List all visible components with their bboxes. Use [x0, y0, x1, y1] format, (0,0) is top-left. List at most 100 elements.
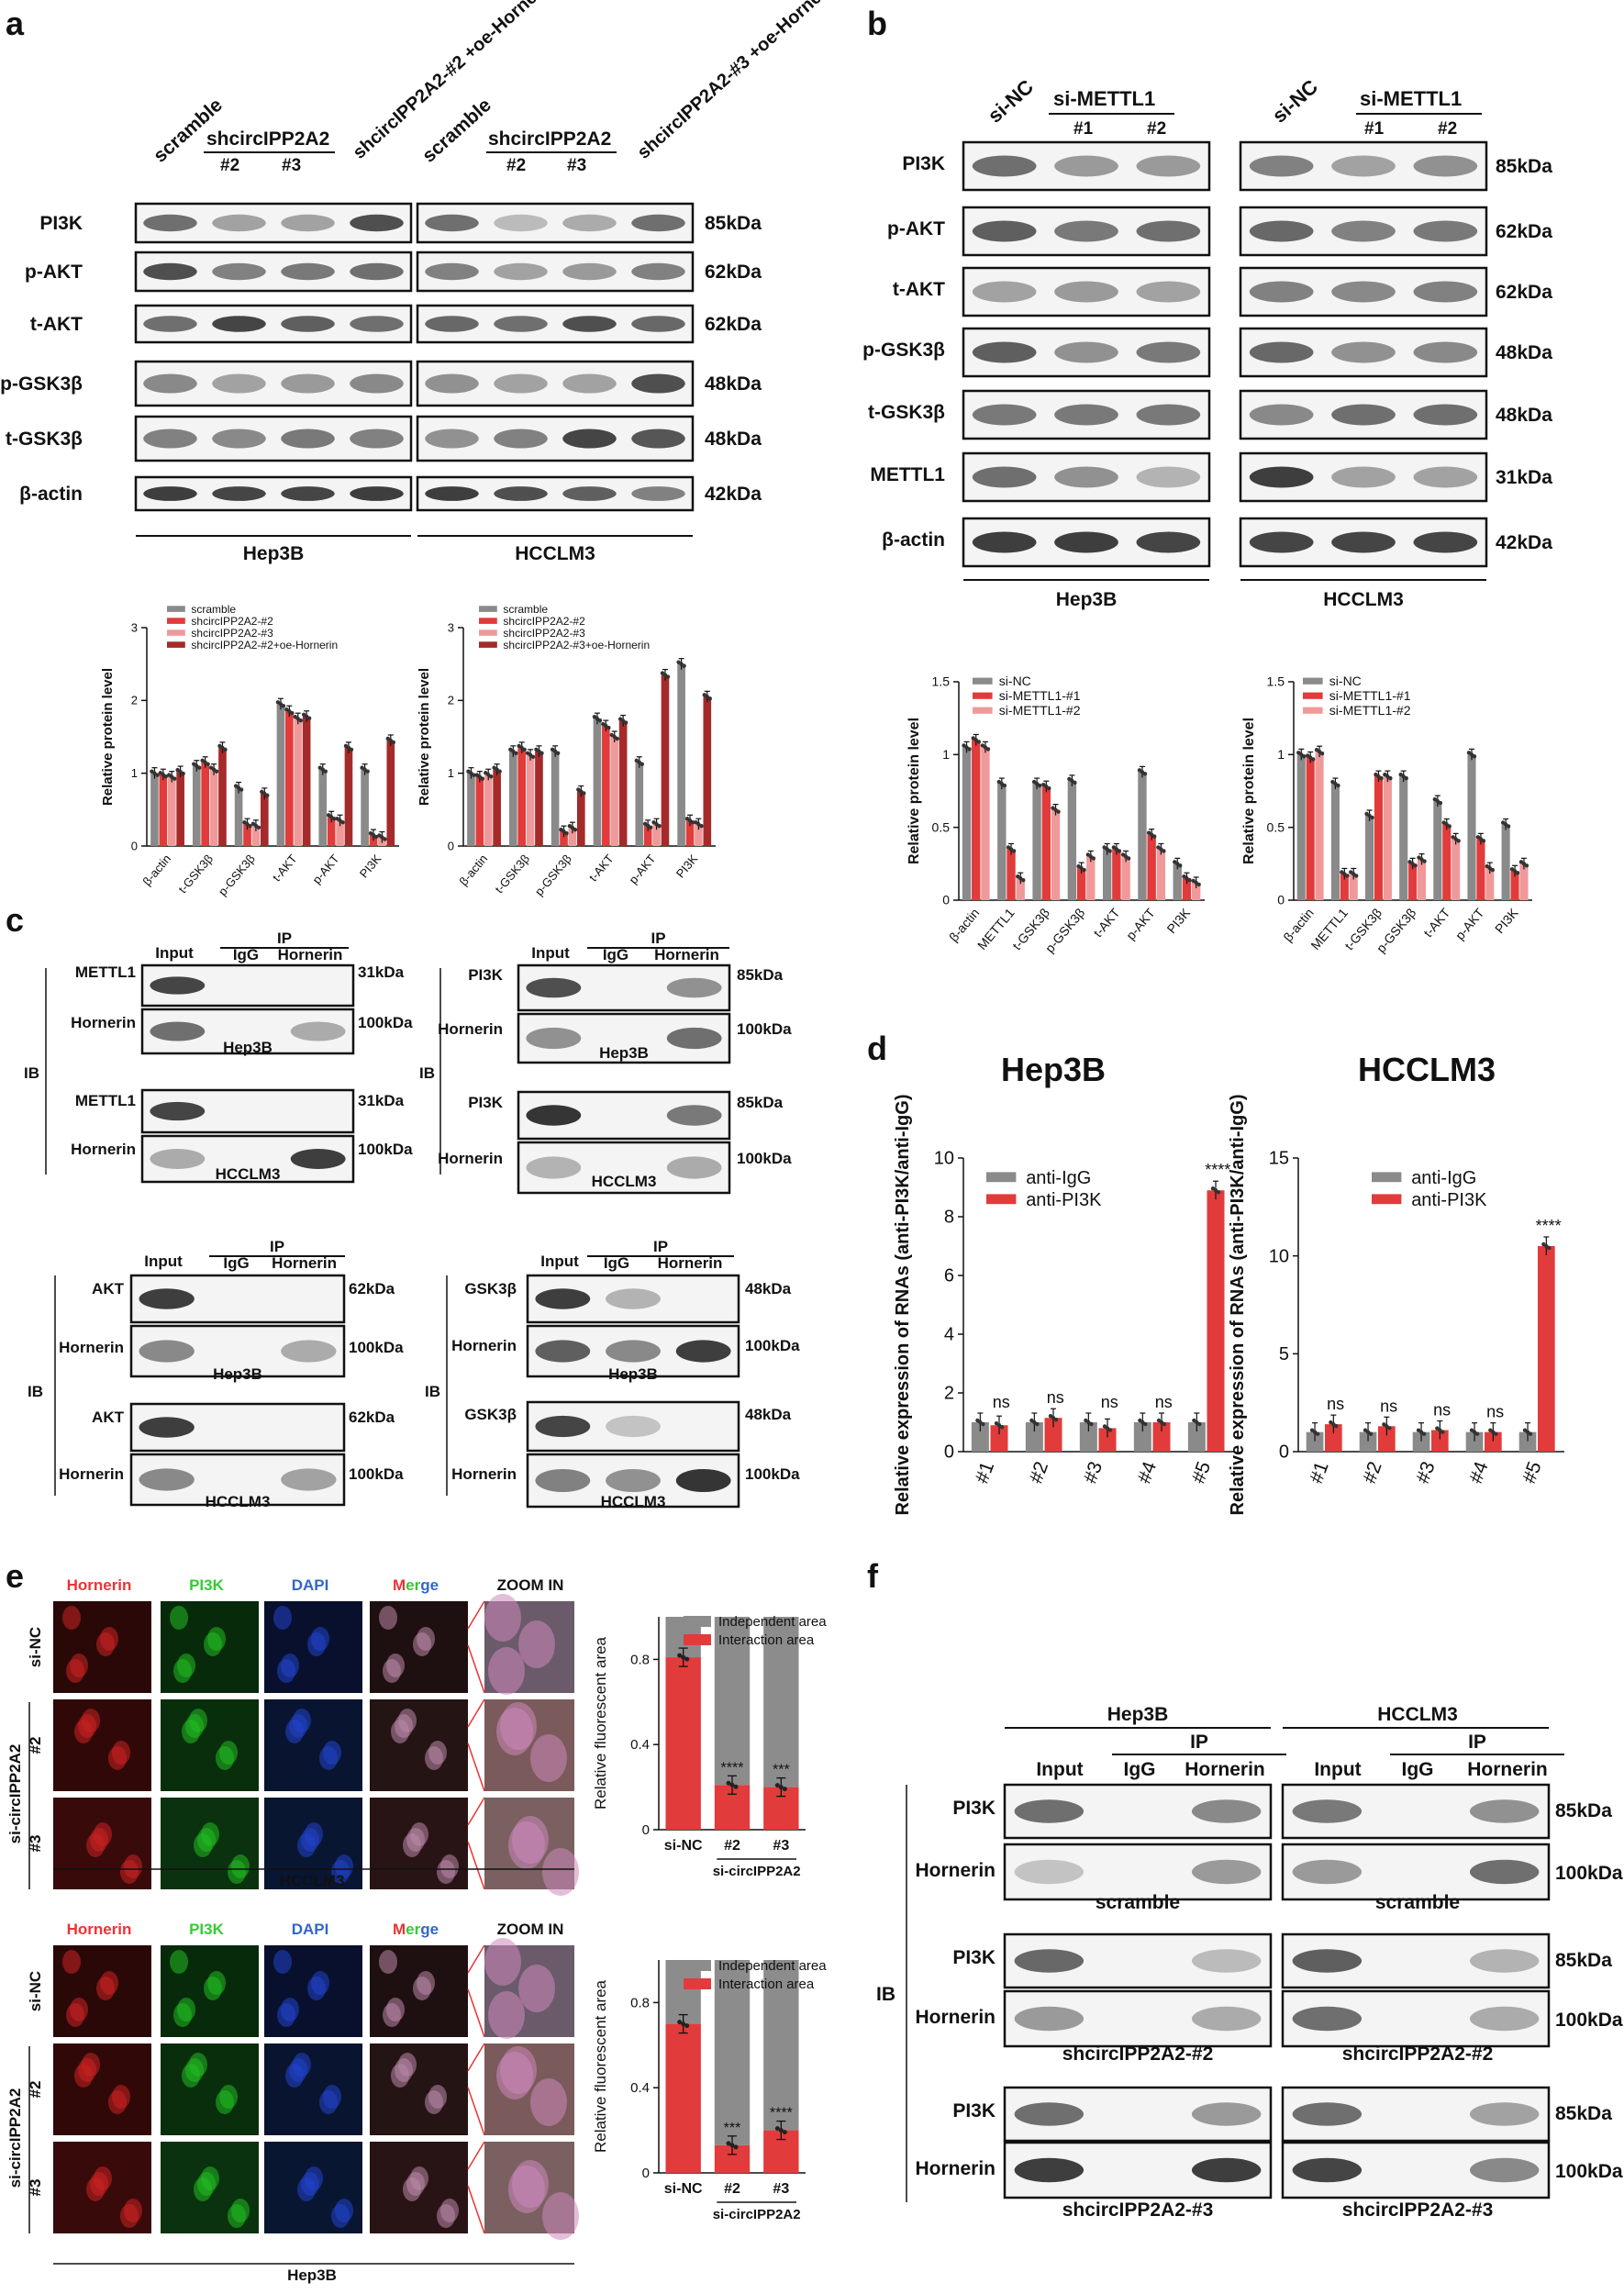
x-tick-label: #3 — [773, 1838, 789, 1854]
row-label-METTL1: METTL1 — [75, 1092, 136, 1109]
significance-label: **** — [1205, 1161, 1230, 1179]
y-tick-label: 1 — [942, 747, 950, 762]
bar — [635, 762, 644, 846]
band — [535, 1415, 591, 1438]
legend-label: si-METTL1-#2 — [999, 703, 1081, 718]
kda-label: 48kDa — [1496, 405, 1552, 426]
bar — [1067, 780, 1077, 900]
zoom-line — [467, 1944, 485, 1974]
blot-hcclm3-t-AKT — [416, 304, 695, 344]
band — [1469, 1859, 1540, 1885]
band — [1249, 466, 1314, 488]
cell-blob — [542, 2192, 579, 2240]
data-point — [256, 825, 261, 830]
data-point — [597, 718, 603, 723]
cell-blob — [170, 1606, 188, 1630]
row-label-AKT: AKT — [92, 1409, 125, 1426]
data-point — [1490, 867, 1495, 873]
y-tick-label: 10 — [934, 1149, 954, 1169]
band — [281, 486, 335, 501]
cell-blob — [201, 2166, 219, 2190]
data-point — [733, 1784, 739, 1789]
band — [350, 214, 404, 232]
y-axis-label: Relative protein level — [100, 668, 116, 806]
data-point — [1438, 800, 1443, 806]
band — [143, 262, 197, 281]
cell-blob — [386, 1654, 405, 1677]
cell-blob — [305, 2166, 323, 2190]
bar — [1207, 1190, 1225, 1452]
data-point — [681, 2021, 686, 2027]
data-point — [1011, 849, 1017, 853]
data-point — [999, 1425, 1005, 1430]
row-label-p-GSK3β: p-GSK3β — [0, 373, 83, 395]
band — [1292, 2157, 1363, 2183]
data-point — [1474, 1431, 1480, 1436]
band — [212, 373, 266, 394]
bar — [618, 720, 628, 846]
legend-label: Interaction area — [718, 1977, 815, 1992]
data-point — [1319, 751, 1325, 756]
kda-label: 48kDa — [705, 373, 762, 395]
cell-blob — [112, 1741, 130, 1765]
legend-swatch — [1303, 677, 1323, 685]
band — [1413, 404, 1478, 426]
cell-blob — [207, 1971, 226, 1995]
band — [1331, 531, 1396, 553]
bar — [1374, 776, 1384, 900]
data-point — [290, 711, 295, 716]
bar — [602, 726, 610, 846]
blot-frame — [140, 1134, 355, 1184]
blot-hcclm3-p-GSK3β — [416, 360, 695, 407]
data-point — [1336, 783, 1340, 788]
kda-label: 62kDa — [349, 1280, 395, 1297]
ib-label: IB — [24, 1064, 39, 1082]
band — [290, 1149, 346, 1169]
bar — [997, 784, 1007, 900]
band — [972, 531, 1037, 553]
x-tick-label: t-GSK3β — [492, 852, 532, 896]
bar — [167, 776, 176, 846]
blot-hep3b-Hornerin — [1003, 1843, 1273, 1901]
band — [281, 373, 335, 394]
band — [1191, 1949, 1262, 1973]
cell-blob — [311, 1971, 329, 1995]
data-point — [530, 754, 536, 760]
zoom-line — [467, 2043, 485, 2072]
band — [972, 220, 1037, 242]
chart-a-hep3b: 0 1 2 3 Relative protein level β-actin t-GSK3β… — [100, 603, 399, 898]
bar — [551, 751, 560, 846]
bar — [1044, 1418, 1062, 1452]
data-point — [1387, 1426, 1392, 1431]
blot-hcclm3-PI3K — [1281, 1932, 1551, 1989]
bar — [1510, 871, 1519, 900]
row-label-METTL1: METTL1 — [75, 963, 136, 981]
data-point — [729, 1782, 735, 1787]
y-tick-label: 0.4 — [630, 1737, 650, 1753]
lane-label: shcircIPP2A2 — [206, 128, 329, 150]
data-point — [684, 2023, 690, 2029]
zoom-line — [467, 1988, 485, 2038]
data-point — [1082, 867, 1086, 873]
row-label-p-AKT: p-AKT — [25, 262, 83, 283]
row-label-PI3K: PI3K — [39, 213, 83, 234]
x-tick-label: t-GSK3β — [175, 852, 216, 896]
band — [1292, 1859, 1363, 1885]
channel-label: Hornerin — [67, 1576, 132, 1594]
blot-hcclm3-t-GSK3β — [416, 415, 695, 462]
data-point — [623, 720, 628, 725]
band — [666, 1105, 722, 1126]
legend-label: scramble — [503, 603, 548, 616]
blot-GSK3β — [526, 1400, 740, 1453]
band — [1136, 531, 1201, 553]
x-tick-label: t-AKT — [1090, 905, 1123, 940]
data-point — [373, 834, 379, 840]
bar — [386, 740, 395, 846]
band — [1014, 1799, 1085, 1823]
band — [606, 1340, 661, 1363]
bar — [661, 674, 670, 846]
bar — [1518, 1431, 1537, 1452]
bar — [1485, 1431, 1502, 1452]
data-point — [1506, 824, 1511, 829]
band — [1249, 155, 1314, 177]
